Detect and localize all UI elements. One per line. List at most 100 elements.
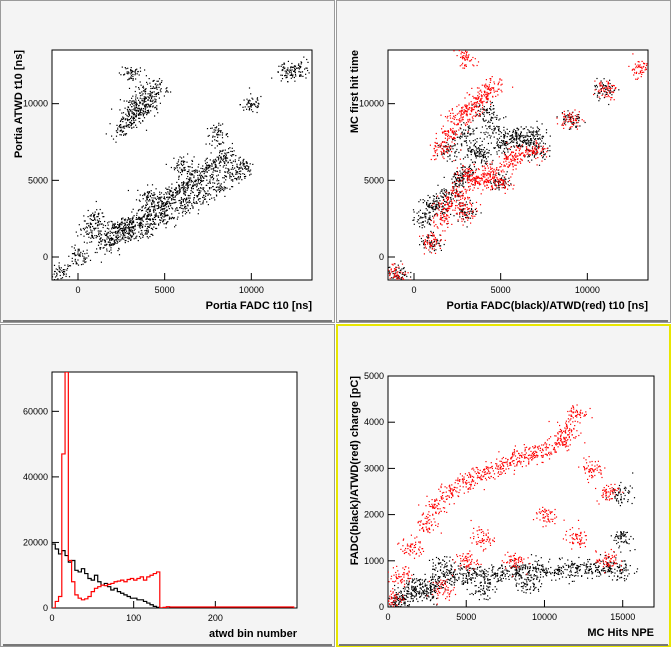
- scatter-point: [584, 121, 586, 124]
- scatter-point: [169, 190, 172, 192]
- scatter-point: [127, 236, 129, 238]
- scatter-point: [103, 233, 106, 235]
- scatter-point: [149, 200, 151, 202]
- scatter-point: [204, 198, 207, 200]
- scatter-point: [177, 169, 179, 171]
- scatter-point: [513, 139, 515, 141]
- scatter-point: [114, 222, 116, 225]
- scatter-point: [446, 211, 449, 213]
- scatter-point: [484, 169, 486, 171]
- scatter-point: [508, 185, 510, 187]
- scatter-point: [456, 171, 458, 173]
- scatter-point: [494, 147, 496, 149]
- scatter-point: [504, 131, 506, 133]
- scatter-point: [498, 126, 500, 128]
- scatter-point: [220, 189, 222, 192]
- scatter-point: [613, 99, 615, 101]
- scatter-point: [152, 218, 154, 220]
- scatter-point: [86, 242, 88, 244]
- scatter-point: [457, 190, 459, 192]
- scatter-point: [643, 71, 645, 73]
- scatter-point: [155, 87, 157, 89]
- scatter-point: [632, 53, 634, 55]
- scatter-point: [249, 163, 251, 165]
- scatter-point: [540, 152, 542, 154]
- scatter-point: [449, 197, 452, 199]
- scatter-point: [446, 130, 448, 132]
- scatter-point: [119, 99, 121, 101]
- scatter-point: [208, 134, 210, 137]
- scatter-point: [435, 241, 438, 243]
- scatter-point: [460, 124, 462, 126]
- scatter-point: [541, 123, 543, 125]
- scatter-point: [460, 111, 462, 113]
- scatter-point: [609, 92, 611, 94]
- scatter-point: [248, 102, 250, 104]
- scatter-point: [170, 217, 172, 219]
- scatter-point: [231, 162, 233, 164]
- scatter-point: [514, 155, 517, 157]
- scatter-point: [440, 211, 442, 213]
- scatter-point: [433, 203, 435, 205]
- scatter-point: [468, 107, 470, 109]
- scatter-point: [92, 215, 95, 217]
- scatter-point: [478, 115, 481, 117]
- scatter-point: [541, 151, 543, 153]
- scatter-point: [106, 227, 108, 229]
- scatter-point: [166, 196, 168, 198]
- scatter-point: [172, 192, 174, 194]
- scatter-point: [494, 176, 496, 178]
- scatter-point: [482, 172, 484, 175]
- scatter-point: [485, 125, 487, 127]
- scatter-point: [472, 169, 474, 171]
- scatter-point: [75, 254, 77, 256]
- scatter-point: [301, 62, 303, 64]
- scatter-point: [87, 209, 89, 212]
- scatter-point: [481, 126, 483, 128]
- scatter-point: [299, 66, 302, 68]
- scatter-point: [520, 145, 522, 147]
- scatter-point: [504, 185, 506, 188]
- scatter-point: [514, 160, 516, 162]
- scatter-point: [443, 141, 445, 143]
- scatter-point: [404, 270, 406, 272]
- scatter-point: [96, 219, 98, 221]
- scatter-point: [195, 201, 197, 203]
- scatter-point: [65, 273, 67, 275]
- scatter-point: [206, 192, 208, 194]
- scatter-point: [208, 165, 210, 167]
- scatter-point: [509, 164, 511, 166]
- scatter-point: [116, 239, 118, 241]
- scatter-point: [501, 152, 503, 154]
- scatter-point: [128, 112, 130, 114]
- scatter-point: [574, 122, 576, 124]
- scatter-point: [500, 132, 503, 134]
- scatter-point: [224, 162, 226, 164]
- scatter-point: [479, 156, 481, 158]
- scatter-point: [444, 191, 446, 193]
- scatter-point: [182, 181, 184, 184]
- scatter-point: [94, 235, 96, 237]
- scatter-point: [433, 245, 435, 248]
- scatter-point: [185, 200, 187, 202]
- scatter-point: [202, 177, 205, 179]
- scatter-point: [93, 214, 95, 216]
- scatter-point: [465, 124, 467, 127]
- scatter-point: [471, 133, 473, 135]
- scatter-point: [109, 123, 111, 125]
- scatter-point: [156, 105, 158, 107]
- scatter-point: [176, 191, 178, 193]
- scatter-point: [117, 227, 119, 229]
- scatter-point: [505, 160, 507, 162]
- scatter-point: [140, 122, 142, 124]
- scatter-point: [182, 208, 184, 210]
- scatter-point: [450, 121, 452, 123]
- scatter-point: [159, 196, 161, 198]
- scatter-point: [392, 277, 394, 279]
- scatter-point: [474, 179, 476, 181]
- scatter-point: [472, 131, 474, 133]
- scatter-point: [526, 142, 528, 144]
- scatter-point: [447, 130, 449, 132]
- scatter-point: [473, 164, 475, 166]
- scatter-point: [513, 137, 515, 140]
